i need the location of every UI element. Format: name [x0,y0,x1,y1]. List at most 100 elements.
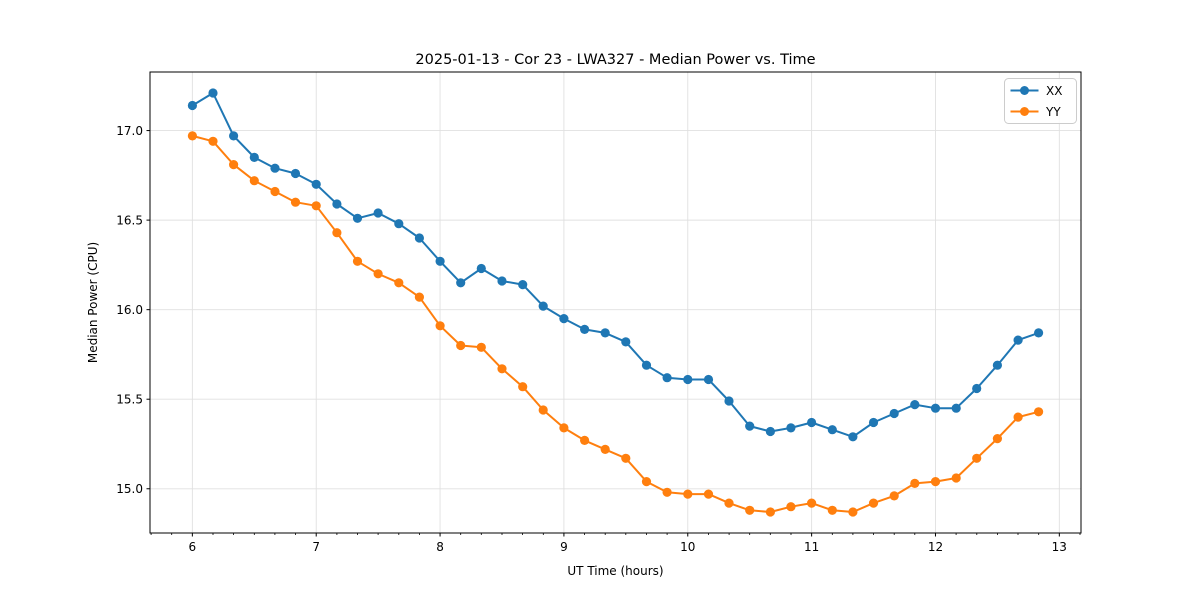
y-tick-label: 15.0 [116,482,143,496]
legend-marker-yy [1020,107,1029,116]
data-point-xx [951,403,961,413]
data-point-xx [290,168,301,179]
data-point-xx [807,417,817,428]
data-point-xx [703,374,714,385]
data-point-xx [332,199,342,209]
data-point-yy [1034,407,1044,417]
data-point-yy [249,176,259,186]
data-point-yy [456,340,466,351]
data-point-xx [229,131,239,141]
data-point-yy [332,228,342,238]
legend-box [1004,78,1077,124]
data-point-xx [538,301,548,311]
data-point-xx [621,337,631,347]
data-point-xx [827,425,837,435]
data-point-yy [745,505,755,515]
series-line-yy [192,134,1039,513]
data-point-yy [394,278,404,288]
data-point-xx [868,417,879,428]
data-point-yy [930,477,941,487]
data-point-yy [476,342,486,352]
data-point-xx [641,360,652,370]
legend-marker-xx [1020,86,1029,95]
data-point-yy [270,186,280,197]
data-point-xx [662,373,672,383]
data-point-xx [889,408,899,419]
x-tick-label: 9 [560,540,568,554]
data-point-xx [270,163,280,173]
gridlines [150,72,1081,533]
data-point-xx [456,278,466,288]
x-tick-label: 10 [680,540,695,554]
data-point-yy [559,423,569,433]
legend-label-yy: YY [1045,105,1061,119]
data-point-xx [683,374,693,385]
data-point-xx [187,100,197,111]
data-point-xx [600,328,610,338]
data-point-xx [208,88,218,98]
x-tick-label: 8 [436,540,444,554]
data-point-yy [848,507,858,517]
data-point-yy [414,292,424,302]
data-point-xx [786,423,796,433]
data-point-yy [621,453,631,463]
data-point-xx [1013,335,1023,345]
data-point-xx [848,432,858,442]
data-point-yy [786,502,796,512]
x-tick-label: 13 [1052,540,1067,554]
data-point-yy [580,435,590,445]
data-point-yy [827,505,837,515]
data-point-xx [765,426,776,437]
data-point-xx [476,263,486,274]
data-point-xx [352,213,363,223]
x-tick-label: 6 [189,540,197,554]
data-point-yy [208,136,218,146]
data-point-yy [229,160,239,170]
series-layer [187,88,1044,517]
x-axis-label: UT Time (hours) [567,564,663,578]
x-tick-label: 11 [804,540,819,554]
series-line-xx [191,92,1039,438]
data-point-xx [497,276,507,286]
data-point-xx [311,179,321,189]
data-point-yy [538,405,548,415]
data-point-yy [724,498,734,508]
data-point-xx [930,403,941,413]
data-point-xx [580,324,590,334]
data-point-yy [807,498,817,508]
axes-layer: 6 7 8 9 10 11 12 13 15.0 15.5 16.0 16.5 17.0 [116,71,1082,554]
data-point-yy [600,444,610,454]
data-point-xx [910,400,920,410]
data-point-xx [972,383,982,394]
data-point-yy [972,453,982,463]
data-point-yy [992,434,1003,444]
data-point-xx [724,396,734,406]
data-point-xx [373,208,383,218]
data-point-yy [765,507,776,517]
data-point-yy [1013,412,1023,422]
data-point-yy [868,498,879,508]
data-point-yy [518,382,528,392]
data-point-xx [518,280,528,290]
data-point-xx [559,314,569,324]
data-point-yy [662,487,672,497]
data-point-xx [414,233,424,243]
data-point-yy [187,131,197,141]
data-point-yy [311,201,321,211]
data-point-yy [703,489,714,499]
legend: XX YY [1004,78,1077,124]
data-point-yy [435,321,445,331]
y-tick-label: 15.5 [116,392,143,406]
data-point-xx [249,152,259,162]
data-point-xx [435,256,445,266]
x-tick-label: 12 [928,540,943,554]
data-point-yy [290,197,301,207]
x-tick-label: 7 [312,540,320,554]
data-point-xx [992,360,1003,370]
data-point-yy [889,491,899,501]
data-point-yy [641,477,652,487]
data-point-yy [352,256,363,266]
legend-label-xx: XX [1046,84,1062,98]
